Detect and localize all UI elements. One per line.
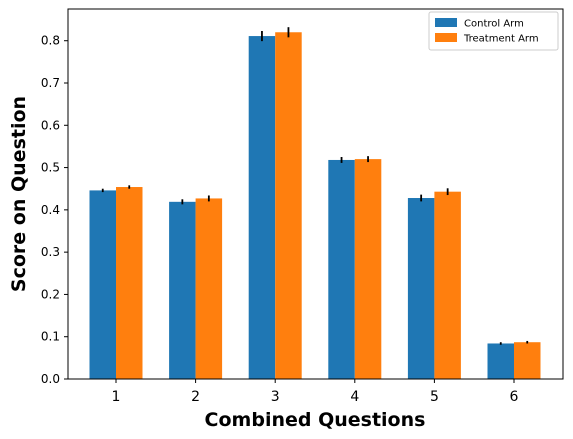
bar-control-5 — [407, 198, 435, 379]
x-axis-ticks: 1 2 3 4 5 6 — [112, 379, 519, 405]
legend-swatch-control — [435, 18, 457, 27]
y-axis-ticks: 0.0 0.1 0.2 0.3 0.4 0.5 0.6 0.7 0.8 — [41, 34, 68, 386]
bar-control-1 — [89, 190, 116, 379]
y-tick-label: 0.1 — [41, 330, 60, 344]
x-tick-label: 6 — [510, 389, 519, 405]
y-tick-label: 0.8 — [41, 34, 60, 48]
bar-treatment-5 — [434, 191, 461, 379]
legend-box — [428, 11, 559, 51]
legend-label-control: Control Arm — [464, 19, 524, 30]
bar-control-6 — [487, 343, 514, 379]
y-tick-label: 0.6 — [41, 118, 60, 132]
bar-control-4 — [328, 159, 355, 379]
y-axis-label: Score on Question — [8, 96, 30, 292]
plot-area-frame — [67, 8, 564, 380]
bar-treatment-1 — [116, 187, 143, 379]
bar-treatment-2 — [195, 198, 223, 379]
bar-treatment-6 — [514, 342, 541, 379]
bar-control-3 — [248, 36, 276, 379]
x-tick-label: 2 — [191, 389, 200, 405]
legend: Control Arm Treatment Arm — [428, 11, 559, 51]
x-axis-label: Combined Questions — [205, 409, 426, 431]
x-tick-label: 5 — [430, 389, 439, 405]
y-tick-label: 0.2 — [41, 287, 60, 301]
y-tick-label: 0.4 — [41, 203, 60, 217]
legend-swatch-treatment — [435, 33, 457, 42]
error-bars-layer — [101, 27, 529, 345]
bar-control-2 — [169, 201, 196, 379]
y-tick-label: 0.3 — [41, 245, 60, 259]
bars-layer — [89, 32, 541, 379]
x-tick-label: 1 — [112, 389, 121, 405]
y-tick-label: 0.5 — [41, 161, 60, 175]
y-tick-label: 0.7 — [41, 76, 60, 90]
x-tick-label: 4 — [350, 389, 359, 405]
x-tick-label: 3 — [271, 389, 280, 405]
y-tick-label: 0.0 — [41, 372, 60, 386]
bar-treatment-3 — [275, 32, 302, 379]
legend-label-treatment: Treatment Arm — [463, 34, 539, 45]
bar-treatment-4 — [354, 159, 382, 379]
